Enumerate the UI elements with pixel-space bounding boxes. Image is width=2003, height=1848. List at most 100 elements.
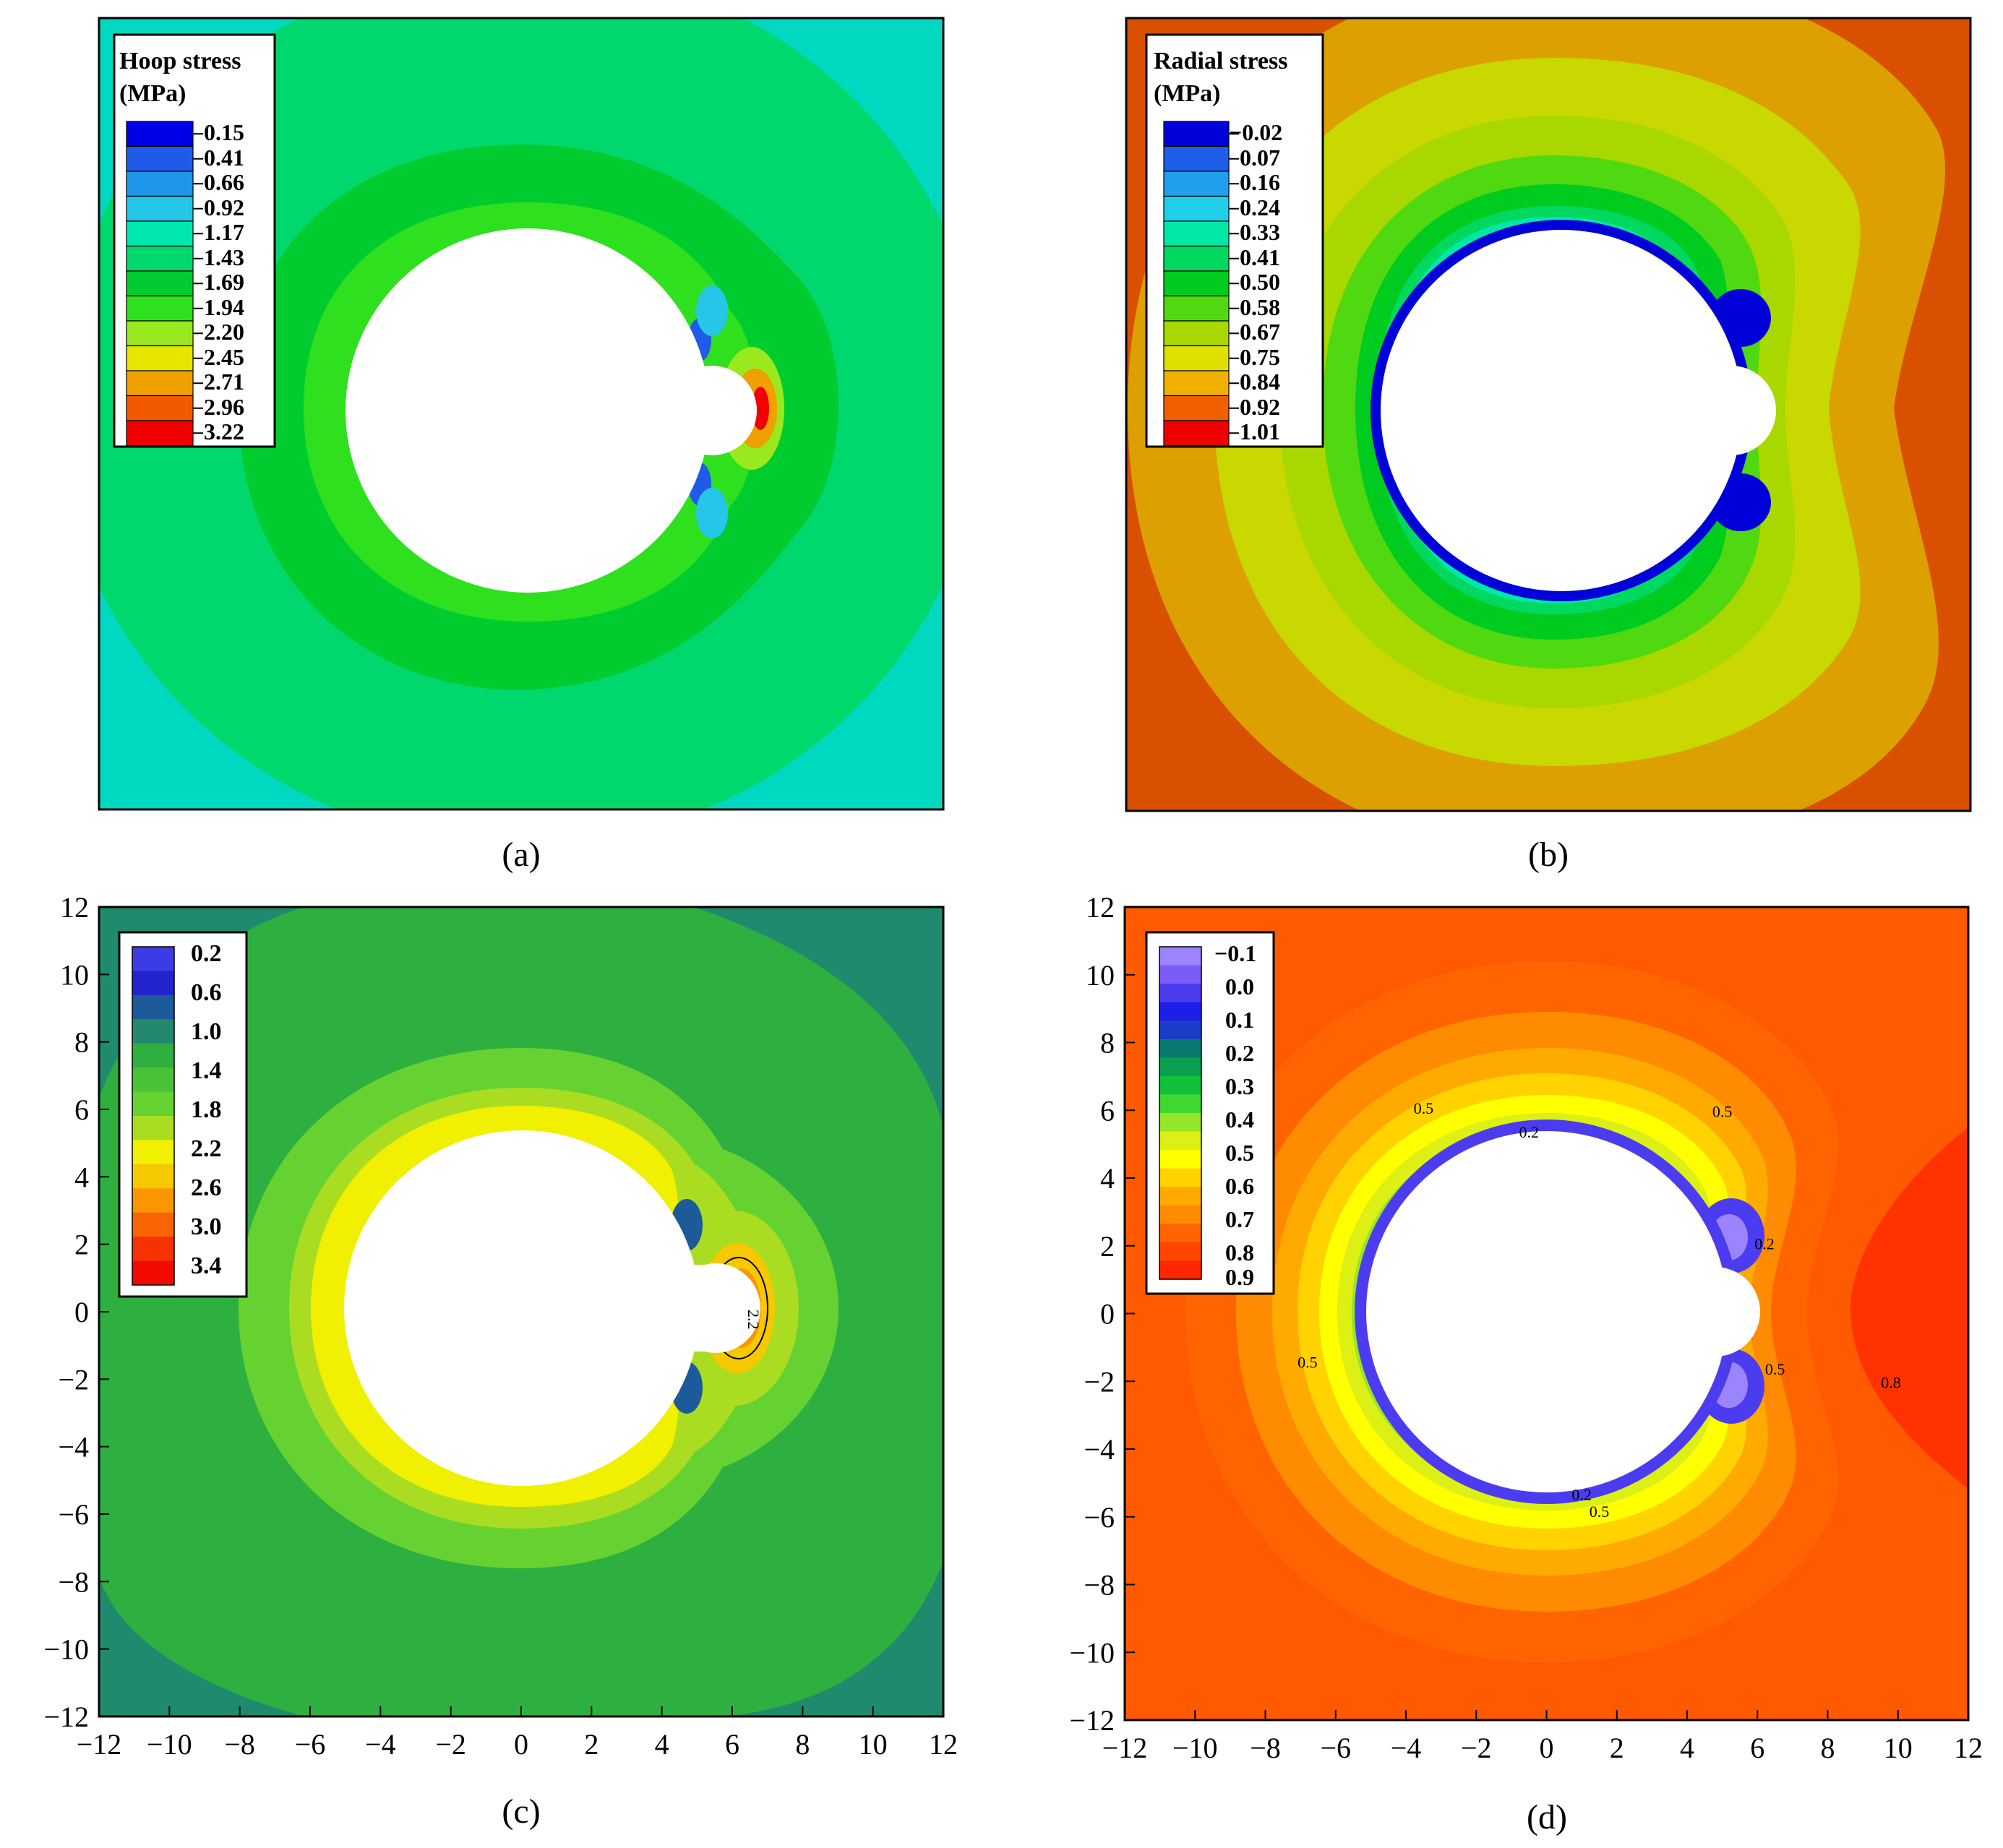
panel-d-y-tick-label: 4 bbox=[1100, 1162, 1115, 1195]
legend-b-swatch bbox=[1163, 395, 1230, 421]
legend-a-swatch bbox=[126, 245, 194, 272]
legend-b-swatch bbox=[1163, 345, 1230, 371]
panel-a-tunnel bbox=[346, 228, 757, 593]
legend-d-swatch bbox=[1159, 1057, 1201, 1077]
panel-d: 0.50.20.50.20.5 0.50.20.50.8 −12 −10 −8 −6 −4… bbox=[1069, 891, 1983, 1836]
legend-d-swatch bbox=[1159, 1205, 1201, 1224]
legend-d-swatch bbox=[1159, 1131, 1201, 1151]
legend-a-swatch bbox=[126, 121, 194, 147]
legend-a-swatch bbox=[126, 395, 194, 421]
panel-b-frame bbox=[1125, 17, 1972, 812]
legend-d-labels: −0.1 0.0 0.1 0.2 0.3 0.4 0.5 0.6 0.7 0.8… bbox=[1214, 940, 1256, 1290]
legend-c-swatch bbox=[132, 1043, 174, 1068]
panel-d-contour-label: 0.5 bbox=[1765, 1360, 1785, 1378]
panel-c-axes: −12 −10 −8 −6 −4 −2 0 2 4 6 8 10 12 12 10 8 6 4 2 0 −2 −4 −6 −8… bbox=[43, 891, 958, 1761]
legend-b-swatch bbox=[1163, 245, 1230, 272]
legend-b-swatch bbox=[1163, 121, 1230, 147]
legend-d-swatch bbox=[1159, 1150, 1201, 1169]
panel-d-y-tick-label: −4 bbox=[1084, 1433, 1115, 1466]
legend-c-swatches bbox=[132, 946, 175, 1286]
legend-d-swatch bbox=[1159, 947, 1201, 966]
legend-c-label: 1.8 bbox=[191, 1096, 222, 1123]
legend-d-swatch bbox=[1159, 1075, 1201, 1095]
legend-b-swatch bbox=[1163, 320, 1230, 347]
panel-c-contour-label: 2.2 bbox=[745, 1310, 763, 1330]
legend-b-swatch bbox=[1163, 370, 1230, 397]
panel-a-caption: (a) bbox=[502, 835, 540, 874]
panel-d-y-tick-label: −12 bbox=[1069, 1704, 1115, 1737]
panel-c-y-tick-label: 8 bbox=[74, 1026, 89, 1059]
panel-d-x-tick-label: −2 bbox=[1461, 1732, 1492, 1764]
panel-c-x-tick-label: 12 bbox=[929, 1728, 958, 1761]
legend-b-swatch bbox=[1163, 270, 1230, 297]
panel-d-axes: −12 −10 −8 −6 −4 −2 0 2 4 6 8 10 12 12 10 8 6 4 2 0 −2 −4 −6 −8… bbox=[1069, 891, 1983, 1764]
panel-c-x-tick-label: 4 bbox=[655, 1728, 669, 1761]
panel-c-x-tick-label: 2 bbox=[584, 1728, 599, 1761]
legend-d-swatch bbox=[1159, 1187, 1201, 1206]
panel-d-y-tick-label: 0 bbox=[1100, 1298, 1115, 1331]
legend-a-swatch bbox=[126, 270, 194, 297]
legend-d-swatch bbox=[1159, 1260, 1201, 1280]
panel-c-y-tick-label: 10 bbox=[60, 958, 89, 991]
legend-d-swatch bbox=[1159, 1039, 1201, 1058]
legend-d-label: 0.4 bbox=[1225, 1106, 1254, 1133]
panel-c-tunnel bbox=[344, 1130, 760, 1486]
panel-d-y-tick-label: 2 bbox=[1100, 1230, 1115, 1263]
panel-d-contour-labels: 0.50.20.50.20.5 0.50.20.50.8 bbox=[1298, 1099, 1901, 1521]
legend-b-label: 0.50 bbox=[1240, 269, 1280, 295]
legend-c-labels: 0.2 0.6 1.0 1.4 1.8 2.2 2.6 3.0 3.4 bbox=[191, 940, 222, 1279]
panel-c-x-tick-label: −10 bbox=[147, 1728, 192, 1761]
panel-b-tunnel bbox=[1381, 230, 1776, 591]
legend-b-label: 0.67 bbox=[1240, 319, 1280, 345]
legend-d-swatch bbox=[1159, 1020, 1201, 1040]
legend-b-label: −0.02 bbox=[1229, 119, 1282, 145]
legend-a-swatch bbox=[126, 220, 194, 247]
legend-a-label: 0.41 bbox=[204, 145, 244, 171]
panel-c-caption: (c) bbox=[502, 1792, 540, 1831]
legend-d-swatch bbox=[1159, 1224, 1201, 1243]
panel-a-cyan-upper bbox=[696, 285, 728, 336]
panel-c-field: 2.2 bbox=[99, 907, 943, 1716]
legend-c-swatch bbox=[132, 994, 174, 1020]
panel-d-contour-label: 0.8 bbox=[1881, 1374, 1901, 1392]
panel-c-legend: 0.2 0.6 1.0 1.4 1.8 2.2 2.6 3.0 3.4 bbox=[118, 931, 248, 1298]
legend-b-swatch bbox=[1163, 420, 1230, 447]
panel-d-contour-label: 0.2 bbox=[1754, 1234, 1775, 1252]
legend-a-title-2: (MPa) bbox=[119, 80, 186, 107]
legend-c-swatch-frame bbox=[132, 946, 175, 1286]
panel-d-y-tick-label: −8 bbox=[1084, 1569, 1115, 1602]
panel-d-contour-label: 0.5 bbox=[1590, 1503, 1610, 1521]
panel-d-x-tick-label: 4 bbox=[1680, 1732, 1694, 1764]
legend-b-swatch bbox=[1163, 195, 1230, 222]
panel-d-x-tick-label: −4 bbox=[1391, 1732, 1422, 1764]
panel-a-cyan-lower bbox=[696, 488, 728, 538]
panel-c-x-tick-label: 10 bbox=[859, 1728, 888, 1761]
legend-c-swatch bbox=[132, 1091, 174, 1117]
legend-a-swatch bbox=[126, 195, 194, 222]
legend-b-swatch bbox=[1163, 295, 1230, 322]
panel-a: Hoop stress (MPa) 0.15 0.41 0.66 0.92 1.… bbox=[98, 17, 945, 874]
legend-c-swatch bbox=[132, 1019, 174, 1044]
panel-d-right-zone bbox=[1850, 1127, 1968, 1489]
legend-d-swatch bbox=[1159, 984, 1201, 1003]
panel-c-y-tick-label: 0 bbox=[74, 1296, 89, 1328]
legend-c-swatch bbox=[132, 1212, 174, 1237]
legend-d-label: 0.9 bbox=[1225, 1264, 1254, 1290]
legend-d-swatch bbox=[1159, 1242, 1201, 1261]
panel-a-tip-red bbox=[752, 387, 769, 430]
panel-b: Radial stress (MPa) −0.02 0.07 0.16 0.24… bbox=[1125, 17, 1972, 874]
panel-c-y-tick-label: −8 bbox=[58, 1565, 89, 1598]
legend-a-swatch bbox=[126, 320, 194, 347]
legend-a-swatch bbox=[126, 345, 194, 371]
panel-d-legend: −0.1 0.0 0.1 0.2 0.3 0.4 0.5 0.6 0.7 0.8… bbox=[1145, 931, 1275, 1295]
legend-d-swatches bbox=[1159, 946, 1202, 1280]
panel-d-contour-label: 0.5 bbox=[1298, 1354, 1318, 1372]
legend-a-label: 0.15 bbox=[204, 119, 244, 145]
legend-c-label: 0.2 bbox=[191, 940, 222, 967]
legend-b-title-1: Radial stress bbox=[1154, 48, 1287, 74]
legend-d-swatch bbox=[1159, 965, 1201, 984]
legend-a-label: 1.17 bbox=[204, 219, 244, 245]
legend-b-swatches bbox=[1163, 121, 1239, 447]
panel-c-y-tick-label: −6 bbox=[58, 1498, 89, 1531]
panel-a-field bbox=[99, 18, 943, 809]
